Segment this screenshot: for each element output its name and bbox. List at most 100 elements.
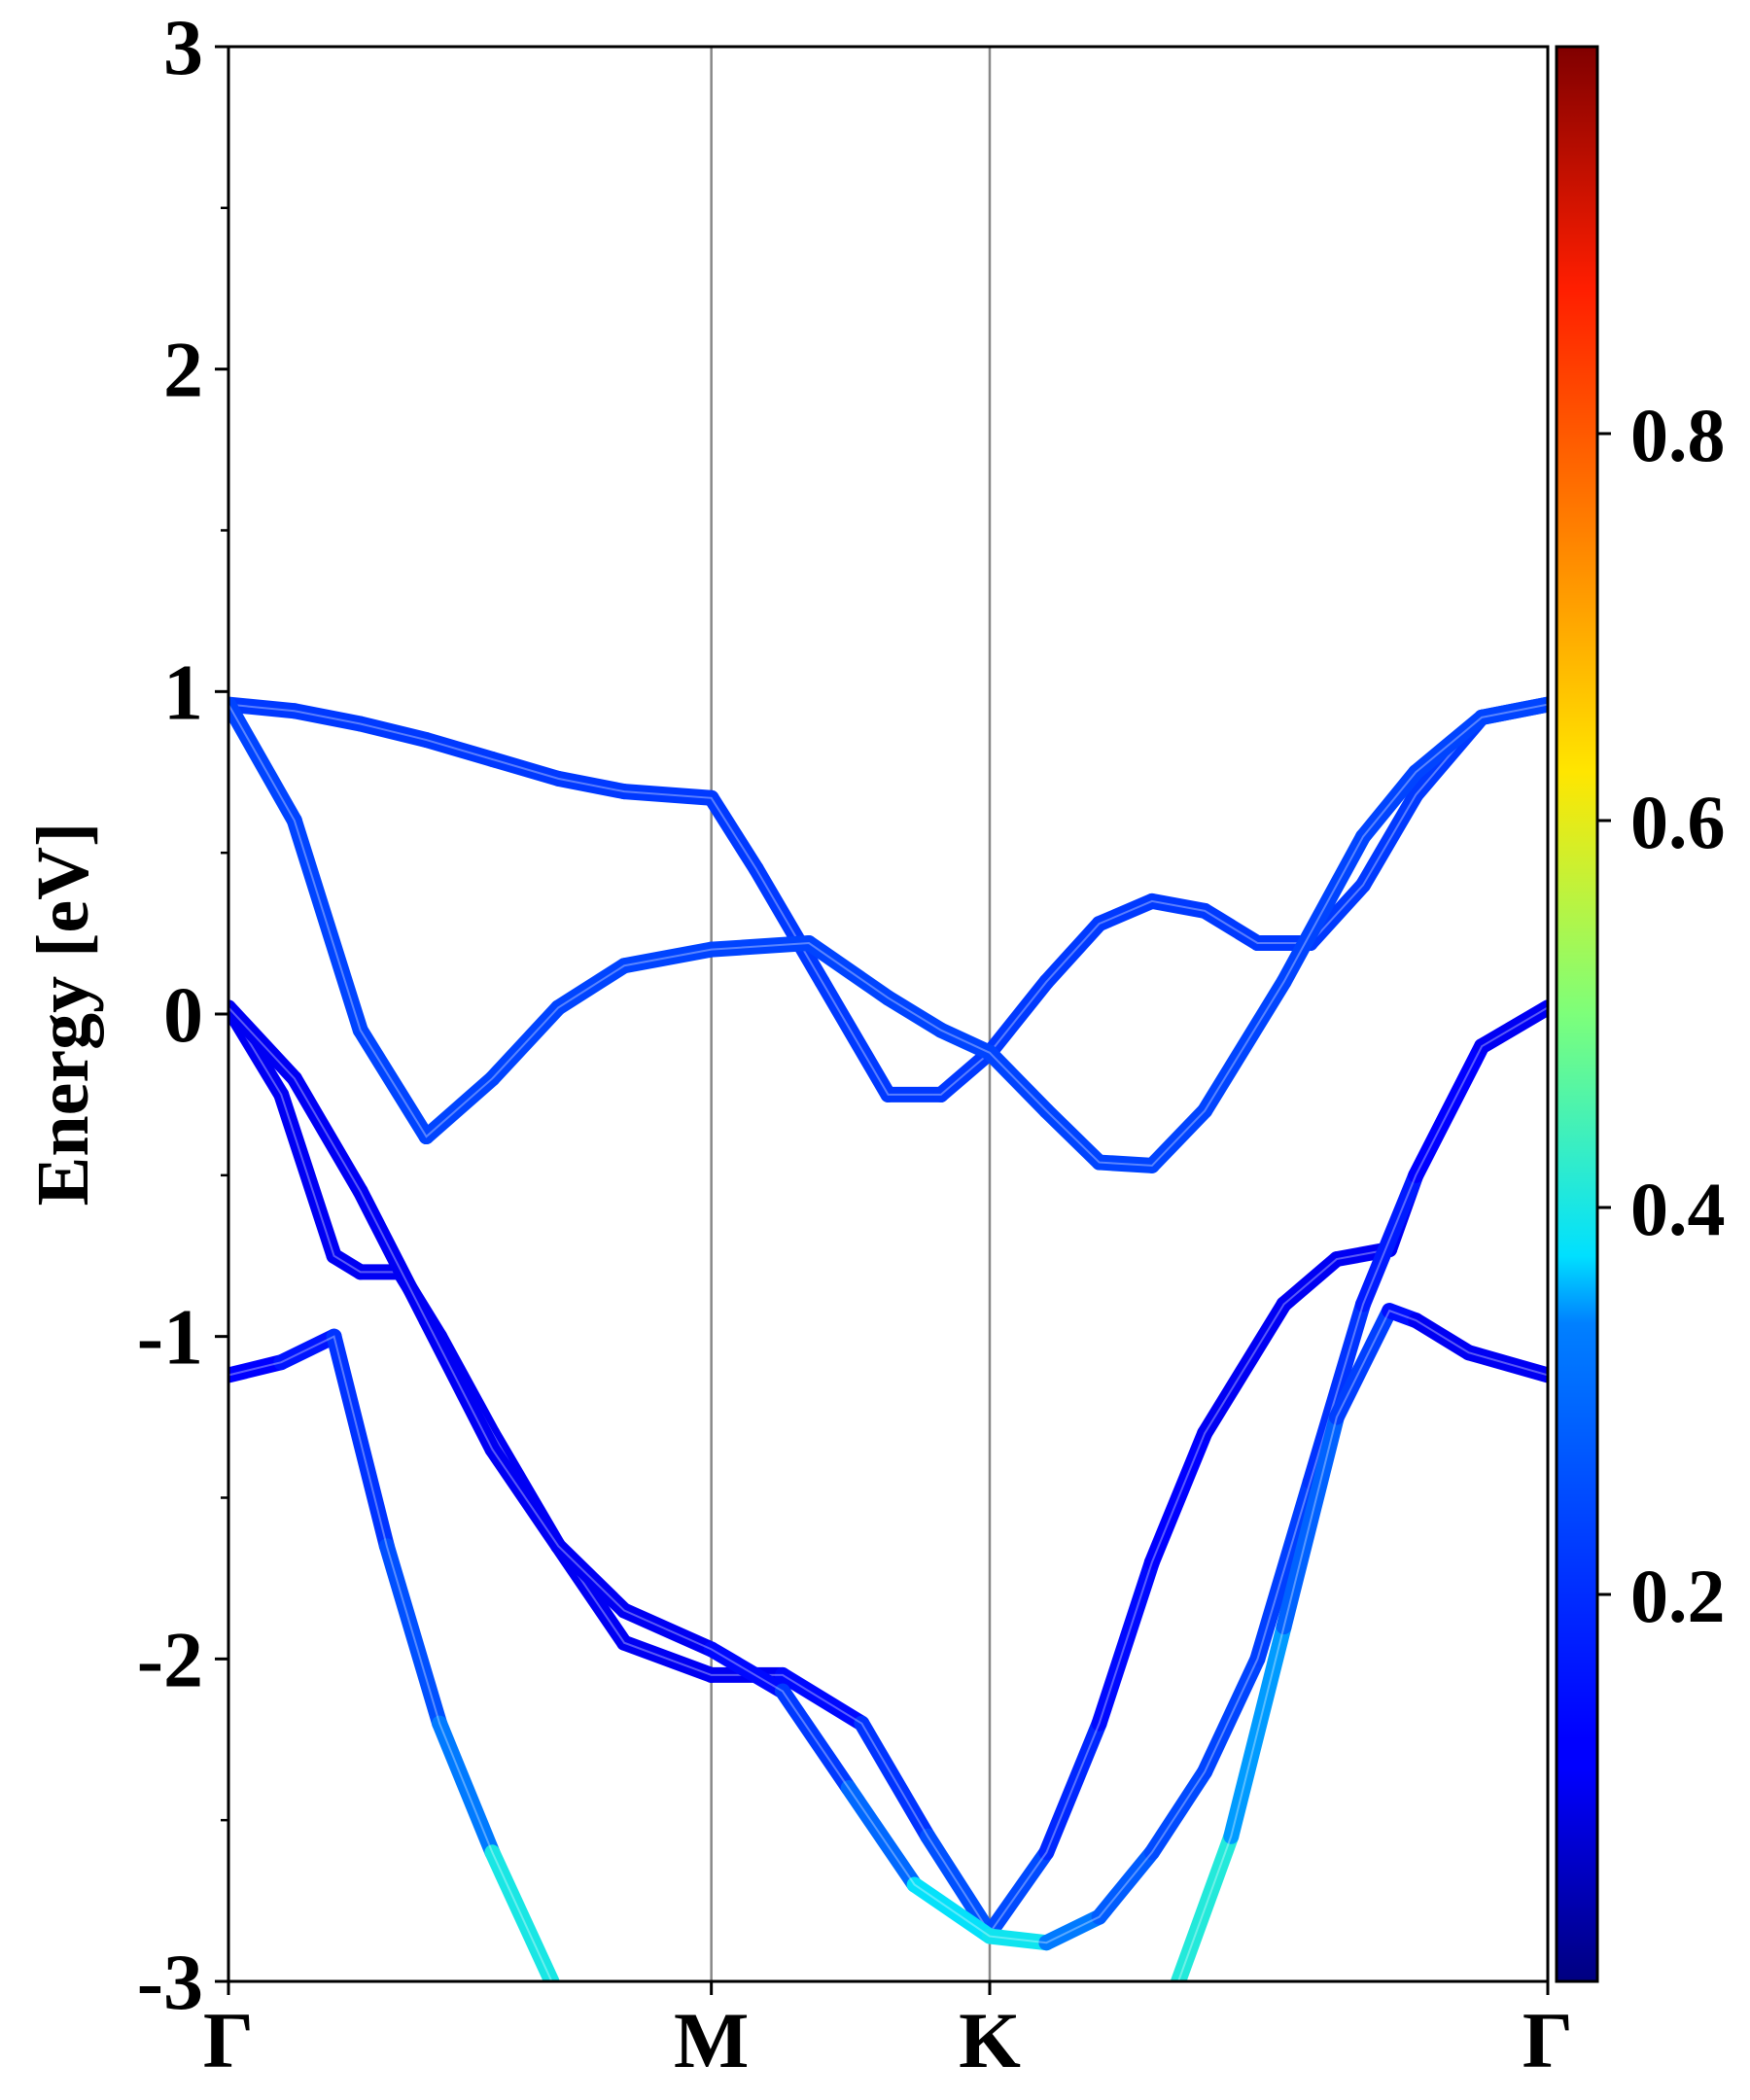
band-top-2-segment — [1276, 828, 1372, 990]
x-tick-label: M — [674, 1996, 749, 2084]
band-low-1-segment — [432, 1715, 501, 1861]
band-top-2-segment — [228, 696, 302, 828]
kpoint-separator-lines — [710, 47, 992, 1981]
band-mid-1-segment — [854, 1715, 936, 1844]
band-top-1-segment — [981, 973, 1055, 1061]
band-low-1-segment — [484, 1844, 560, 1981]
band-mid-1-highlight — [228, 1006, 1548, 1936]
band-mid-2-segment — [1408, 1038, 1490, 1183]
band-mid-2-segment — [1474, 999, 1548, 1055]
band-low-1-highlight — [228, 1335, 553, 1981]
band-mid-2 — [228, 999, 1548, 1951]
colorbar-ticks: 0.2 0.4 0.6 0.8 — [1597, 393, 1726, 1638]
band-mid-2-segment — [1143, 1764, 1213, 1861]
band-mid-2-segment — [228, 999, 302, 1087]
colorbar-tick-label: 0.8 — [1630, 393, 1726, 477]
band-top-2-segment — [801, 935, 896, 1006]
band-top-1-segment — [1355, 787, 1424, 893]
band-mid-2-segment — [1091, 1844, 1160, 1925]
x-tick-label: Γ — [1522, 1996, 1573, 2084]
band-top-2-segment — [703, 935, 818, 958]
band-mid-1-segment — [1091, 1554, 1160, 1732]
band-mid-2-segment — [484, 1441, 567, 1555]
band-top-1-segment — [228, 696, 302, 719]
band-mid-2-segment — [906, 1876, 998, 1944]
band-low-2-segment — [1223, 1619, 1292, 1844]
x-tick-label: Γ — [203, 1996, 254, 2084]
band-mid-2-segment — [1355, 1167, 1424, 1312]
band-mid-2-segment — [981, 1928, 1055, 1951]
band-mid-2-segment — [1249, 1473, 1318, 1667]
band-mid-1-segment — [920, 1828, 998, 1942]
band-lines — [228, 696, 1548, 1981]
band-top-2-segment — [418, 1070, 501, 1145]
y-tick-label: 3 — [163, 3, 203, 91]
band-low-2-segment — [1171, 1828, 1240, 1981]
band-mid-2-segment — [550, 1538, 633, 1619]
band-mid-1 — [228, 999, 1548, 1942]
colorbar — [1555, 45, 1599, 1983]
band-low-1-segment — [228, 1354, 290, 1383]
band-top-2-segment — [286, 813, 368, 1038]
band-top-2-segment — [1408, 709, 1490, 781]
band-mid-1-segment — [774, 1666, 870, 1732]
band-top-1-segment — [703, 789, 764, 877]
band-top-2-segment — [550, 958, 633, 1016]
y-tick-label: -3 — [137, 1938, 203, 2026]
colorbar-tick-label: 0.6 — [1630, 780, 1726, 864]
band-mid-2-highlight — [228, 1006, 1548, 1944]
band-mid-1-segment — [616, 1634, 719, 1683]
band-low-1 — [228, 1328, 560, 1981]
band-mid-1-segment — [1038, 1715, 1107, 1861]
band-top-2-segment — [484, 999, 567, 1087]
band-top-1-highlight — [228, 703, 1548, 1096]
band-mid-1-segment — [1143, 1425, 1213, 1570]
band-low-2-highlight — [1177, 1309, 1548, 1981]
band-top-2-segment — [981, 1044, 1055, 1119]
band-top-2-highlight — [228, 703, 1548, 1167]
band-mid-1-segment — [981, 1844, 1055, 1942]
band-mid-1-segment — [1276, 1251, 1345, 1312]
band-low-2-segment — [1328, 1303, 1398, 1425]
x-tick-label: K — [959, 1996, 1021, 2084]
band-top-2-segment — [1474, 696, 1548, 725]
y-tick-label: 0 — [163, 970, 203, 1059]
band-mid-2-segment — [1302, 1296, 1372, 1489]
band-mid-2-segment — [418, 1312, 501, 1457]
band-top-2-segment — [1091, 1154, 1160, 1173]
band-top-2-segment — [1355, 764, 1424, 845]
band-top-1-segment — [550, 770, 633, 800]
band-top-1-segment — [616, 784, 719, 806]
y-tick-label: -1 — [137, 1293, 203, 1382]
y-axis-ticks: -3 -2 -1 0 1 2 3 — [137, 3, 228, 2026]
band-mid-2-segment — [286, 1070, 368, 1200]
band-top-2-segment — [616, 941, 719, 974]
colorbar-tick-label: 0.2 — [1630, 1554, 1726, 1638]
y-axis-label: Energy [eV] — [22, 822, 104, 1207]
band-mid-1-segment — [273, 1086, 342, 1264]
band-low-2-segment — [1276, 1409, 1345, 1635]
band-top-2-segment — [1038, 1102, 1107, 1171]
band-low-2 — [1171, 1303, 1548, 1981]
band-top-1-segment — [1091, 892, 1160, 932]
band-mid-2-segment — [616, 1602, 719, 1658]
band-top-1-segment — [286, 703, 368, 732]
band-mid-2-segment — [1197, 1651, 1266, 1780]
band-mid-2-segment — [703, 1641, 790, 1699]
band-top-1-segment — [748, 860, 830, 990]
band-top-1-segment — [352, 716, 435, 749]
band-top-1-segment — [932, 1044, 998, 1102]
band-top-1-segment — [1038, 916, 1107, 990]
band-top-1-segment — [814, 973, 896, 1102]
band-top-2-segment — [352, 1022, 435, 1145]
band-mid-1-segment — [1197, 1296, 1292, 1442]
band-top-2-segment — [932, 1022, 998, 1061]
y-tick-label: -2 — [137, 1615, 203, 1703]
band-top-1-segment — [1197, 902, 1266, 952]
band-low-1-segment — [378, 1538, 448, 1732]
band-mid-2-segment — [840, 1780, 923, 1893]
colorbar-tick-label: 0.4 — [1630, 1167, 1726, 1251]
band-low-2-segment — [1460, 1345, 1548, 1383]
